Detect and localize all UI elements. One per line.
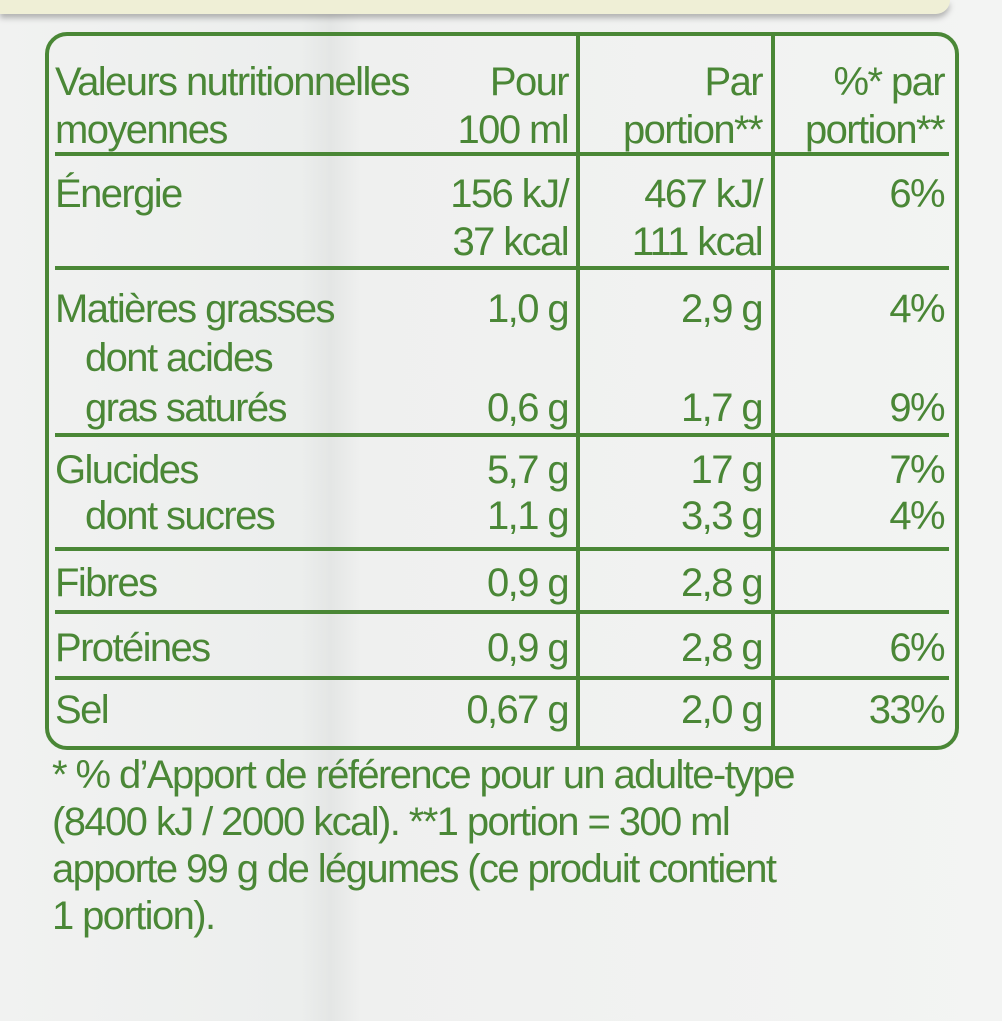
- fat-per100: 1,0 g: [487, 287, 570, 331]
- header-pct: portion**: [804, 108, 946, 152]
- row-label-saturated: gras saturés: [85, 386, 288, 430]
- saturated-per100: 0,6 g: [487, 386, 570, 430]
- fibres-portion: 2,8 g: [681, 561, 764, 605]
- header-label: Valeurs nutritionnelles: [55, 60, 410, 104]
- sugars-portion: 3,3 g: [681, 494, 764, 538]
- sugars-pct: 4%: [889, 494, 945, 538]
- row-divider: [55, 433, 949, 437]
- header-per-portion: portion**: [622, 108, 764, 152]
- footnote-line: (8400 kJ / 2000 kcal). **1 portion = 300…: [52, 800, 731, 844]
- carbs-per100: 5,7 g: [487, 448, 570, 492]
- column-divider: [576, 36, 580, 746]
- carbs-portion: 17 g: [690, 448, 764, 492]
- row-divider: [55, 676, 949, 680]
- carbs-pct: 7%: [889, 448, 945, 492]
- saturated-portion: 1,7 g: [681, 386, 764, 430]
- table-border: [45, 32, 959, 750]
- row-label-sugars: dont sucres: [85, 494, 276, 538]
- sugars-per100: 1,1 g: [487, 494, 570, 538]
- energy-portion-kj: 467 kJ/: [644, 172, 763, 216]
- row-label-saturated: dont acides: [85, 336, 274, 380]
- header-pct: %* par: [833, 60, 946, 104]
- energy-portion-kcal: 111 kcal: [631, 220, 764, 264]
- row-label-fat: Matières grasses: [55, 287, 336, 331]
- column-divider: [771, 36, 775, 746]
- footnote-line: 1 portion).: [52, 894, 216, 938]
- footnote-line: * % d’Apport de référence pour un adulte…: [52, 753, 795, 797]
- row-label-fibres: Fibres: [55, 561, 158, 605]
- header-per-portion: Par: [704, 60, 764, 104]
- fibres-per100: 0,9 g: [487, 561, 570, 605]
- energy-per100-kj: 156 kJ/: [450, 172, 569, 216]
- header-per100: 100 ml: [457, 108, 570, 152]
- saturated-pct: 9%: [889, 386, 945, 430]
- energy-per100-kcal: 37 kcal: [452, 220, 569, 264]
- row-divider: [55, 547, 949, 551]
- row-label-proteins: Protéines: [55, 626, 211, 670]
- energy-pct: 6%: [889, 172, 945, 216]
- fat-portion: 2,9 g: [681, 287, 764, 331]
- proteins-pct: 6%: [889, 626, 945, 670]
- proteins-portion: 2,8 g: [681, 626, 764, 670]
- header-label: moyennes: [55, 108, 228, 152]
- salt-per100: 0,67 g: [466, 688, 569, 732]
- salt-pct: 33%: [868, 688, 946, 732]
- row-divider: [55, 266, 949, 270]
- row-label-salt: Sel: [55, 688, 110, 732]
- proteins-per100: 0,9 g: [487, 626, 570, 670]
- header-per100: Pour: [489, 60, 570, 104]
- row-divider: [55, 610, 949, 614]
- fat-pct: 4%: [889, 287, 945, 331]
- footnote-line: apporte 99 g de légumes (ce produit cont…: [52, 847, 777, 891]
- row-label-carbs: Glucides: [55, 448, 199, 492]
- package-top-edge: [0, 0, 950, 14]
- row-label-energy: Énergie: [55, 172, 183, 216]
- row-divider: [55, 152, 949, 156]
- salt-portion: 2,0 g: [681, 688, 764, 732]
